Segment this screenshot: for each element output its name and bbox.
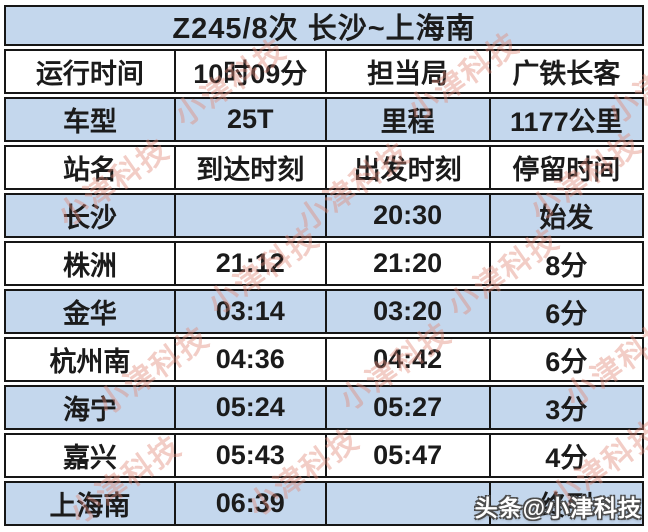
runtime-value: 10时09分 bbox=[173, 51, 325, 92]
station-row: 海宁 05:24 05:27 3分 bbox=[4, 385, 644, 430]
station-row: 上海南 06:39 终到 bbox=[4, 481, 644, 526]
station-name: 嘉兴 bbox=[62, 443, 117, 473]
station-name: 海宁 bbox=[62, 395, 117, 425]
station-name: 金华 bbox=[62, 299, 117, 329]
mileage-value: 1177公里 bbox=[488, 99, 642, 140]
departure-time bbox=[324, 483, 489, 524]
bureau-value: 广铁长客 bbox=[488, 51, 642, 92]
train-timetable: Z245/8次 长沙~上海南 运行时间 10时09分 担当局 广铁长客 车型 2… bbox=[4, 5, 644, 526]
column-header-row: 站名 到达时刻 出发时刻 停留时间 bbox=[4, 145, 644, 190]
stop-duration: 终到 bbox=[488, 483, 642, 524]
station-row: 金华 03:14 03:20 6分 bbox=[4, 289, 644, 334]
col-header-station: 站名 bbox=[62, 155, 117, 185]
station-name: 杭州南 bbox=[49, 347, 131, 377]
stop-duration: 4分 bbox=[488, 435, 642, 476]
station-name: 上海南 bbox=[49, 491, 131, 521]
stop-duration: 6分 bbox=[488, 291, 642, 332]
mileage-label: 里程 bbox=[324, 99, 489, 140]
arrival-time: 21:12 bbox=[173, 243, 325, 284]
departure-time: 05:47 bbox=[324, 435, 489, 476]
info-row-runtime: 运行时间 10时09分 担当局 广铁长客 bbox=[4, 49, 644, 94]
arrival-time: 05:24 bbox=[173, 387, 325, 428]
arrival-time: 03:14 bbox=[173, 291, 325, 332]
train-title: Z245/8次 长沙~上海南 bbox=[172, 12, 476, 45]
col-header-stoptime: 停留时间 bbox=[488, 147, 642, 188]
station-row: 株洲 21:12 21:20 8分 bbox=[4, 241, 644, 286]
departure-time: 04:42 bbox=[324, 339, 489, 380]
station-row: 杭州南 04:36 04:42 6分 bbox=[4, 337, 644, 382]
stop-duration: 6分 bbox=[488, 339, 642, 380]
departure-time: 21:20 bbox=[324, 243, 489, 284]
model-value: 25T bbox=[173, 99, 325, 140]
title-row: Z245/8次 长沙~上海南 bbox=[4, 5, 644, 46]
model-label: 车型 bbox=[62, 107, 117, 137]
info-row-trainmodel: 车型 25T 里程 1177公里 bbox=[4, 97, 644, 142]
station-row: 长沙 20:30 始发 bbox=[4, 193, 644, 238]
station-name: 株洲 bbox=[62, 251, 117, 281]
stop-duration: 3分 bbox=[488, 387, 642, 428]
departure-time: 20:30 bbox=[324, 195, 489, 236]
arrival-time: 05:43 bbox=[173, 435, 325, 476]
arrival-time: 04:36 bbox=[173, 339, 325, 380]
col-header-arrival: 到达时刻 bbox=[173, 147, 325, 188]
stop-duration: 8分 bbox=[488, 243, 642, 284]
col-header-departure: 出发时刻 bbox=[324, 147, 489, 188]
bureau-label: 担当局 bbox=[324, 51, 489, 92]
station-name: 长沙 bbox=[62, 203, 117, 233]
runtime-label: 运行时间 bbox=[35, 59, 144, 89]
arrival-time: 06:39 bbox=[173, 483, 325, 524]
arrival-time bbox=[173, 195, 325, 236]
departure-time: 03:20 bbox=[324, 291, 489, 332]
station-row: 嘉兴 05:43 05:47 4分 bbox=[4, 433, 644, 478]
departure-time: 05:27 bbox=[324, 387, 489, 428]
stop-duration: 始发 bbox=[488, 195, 642, 236]
